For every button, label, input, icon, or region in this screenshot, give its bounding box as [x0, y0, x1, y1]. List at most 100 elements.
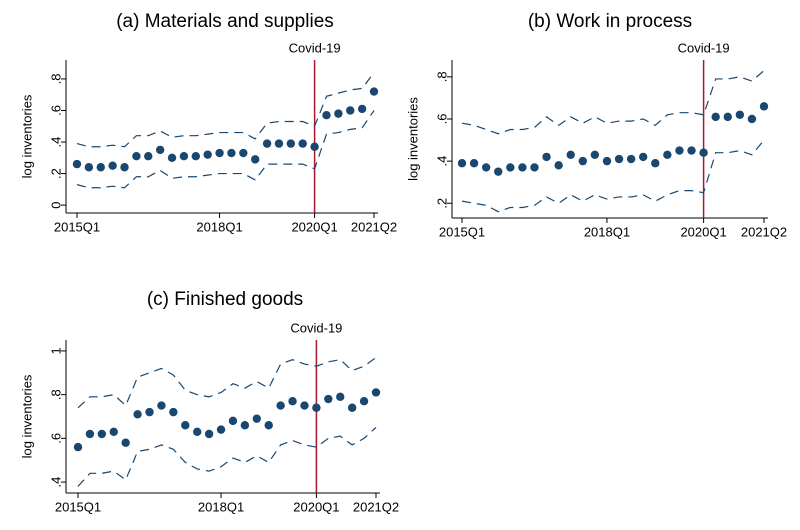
y-tick-label: .6 — [434, 114, 449, 125]
point — [663, 150, 672, 159]
point — [651, 159, 660, 168]
y-tick-label: .8 — [434, 71, 449, 82]
point — [322, 111, 331, 120]
point — [747, 114, 757, 124]
y-tick-label: 1 — [48, 347, 63, 354]
point — [626, 154, 636, 164]
point — [359, 397, 369, 406]
point — [578, 156, 587, 166]
point — [274, 139, 284, 148]
point — [530, 163, 539, 172]
point — [167, 153, 177, 162]
point — [84, 163, 94, 172]
point — [133, 410, 142, 419]
annotation: Covid-19 — [678, 40, 730, 55]
point — [723, 112, 732, 122]
point — [203, 150, 212, 159]
point — [288, 397, 297, 406]
point — [639, 152, 648, 162]
point — [121, 438, 130, 447]
x-tick-label: 2020Q1 — [680, 224, 726, 239]
y-tick-label: .8 — [48, 74, 63, 85]
x-tick-label: 2015Q1 — [55, 499, 101, 514]
point — [193, 427, 202, 436]
point — [457, 159, 467, 168]
point — [357, 104, 367, 114]
y-tick-label: .8 — [48, 389, 63, 400]
x-tick-label: 2021Q2 — [351, 219, 397, 234]
ci-line — [461, 139, 765, 213]
y-tick-label: .4 — [48, 477, 63, 488]
point — [286, 139, 296, 148]
point — [554, 161, 563, 170]
point — [602, 156, 612, 166]
ci-line — [76, 110, 375, 189]
x-tick-label: 2018Q1 — [196, 219, 242, 234]
point — [675, 146, 684, 155]
point — [169, 407, 178, 417]
point — [310, 142, 319, 151]
point — [494, 167, 503, 176]
point — [204, 429, 214, 439]
point — [191, 152, 200, 161]
point — [371, 388, 381, 397]
point — [711, 112, 720, 122]
point — [334, 109, 343, 118]
y-tick-label: .2 — [434, 198, 449, 209]
x-tick-label: 2015Q1 — [54, 219, 100, 234]
point — [324, 394, 333, 404]
ci-line — [76, 72, 375, 148]
ci-line — [461, 70, 765, 135]
x-tick-label: 2021Q2 — [741, 224, 787, 239]
point — [469, 159, 479, 168]
point — [120, 163, 129, 172]
point — [346, 106, 355, 115]
y-tick-label: .6 — [48, 433, 63, 444]
x-tick-label: 2020Q1 — [293, 499, 339, 514]
annotation: Covid-19 — [290, 320, 342, 335]
y-axis-label: log inventories — [19, 94, 34, 178]
point — [145, 407, 154, 417]
point — [518, 163, 527, 172]
point — [157, 401, 166, 410]
y-tick-label: .4 — [48, 137, 63, 148]
point — [240, 421, 250, 430]
point — [181, 421, 190, 430]
point — [215, 148, 224, 158]
point — [108, 161, 117, 170]
point — [300, 401, 309, 410]
panel-title: (a) Materials and supplies — [116, 11, 334, 32]
point — [96, 163, 105, 172]
point — [369, 87, 379, 96]
point — [216, 425, 226, 434]
point — [239, 148, 248, 158]
y-axis-label: log inventories — [405, 97, 420, 181]
point — [506, 163, 515, 172]
y-tick-label: .2 — [48, 168, 63, 179]
point — [228, 416, 238, 426]
point — [542, 152, 551, 162]
x-tick-label: 2018Q1 — [584, 224, 630, 239]
point — [566, 150, 575, 159]
point — [298, 139, 307, 148]
panel-title: (c) Finished goods — [147, 289, 303, 310]
point — [276, 401, 285, 410]
point — [251, 155, 260, 164]
x-tick-label: 2021Q2 — [353, 499, 399, 514]
x-tick-label: 2018Q1 — [198, 499, 244, 514]
point — [347, 403, 357, 412]
x-tick-label: 2015Q1 — [439, 224, 485, 239]
point — [73, 442, 83, 452]
point — [262, 139, 272, 148]
point — [699, 148, 708, 157]
point — [264, 421, 273, 430]
ci-line — [77, 426, 377, 487]
point — [252, 414, 261, 423]
y-tick-label: 0 — [48, 201, 63, 208]
y-axis-label: log inventories — [19, 374, 34, 458]
point — [336, 392, 345, 402]
point — [109, 427, 118, 436]
point — [85, 429, 95, 439]
y-tick-label: .4 — [434, 156, 449, 167]
